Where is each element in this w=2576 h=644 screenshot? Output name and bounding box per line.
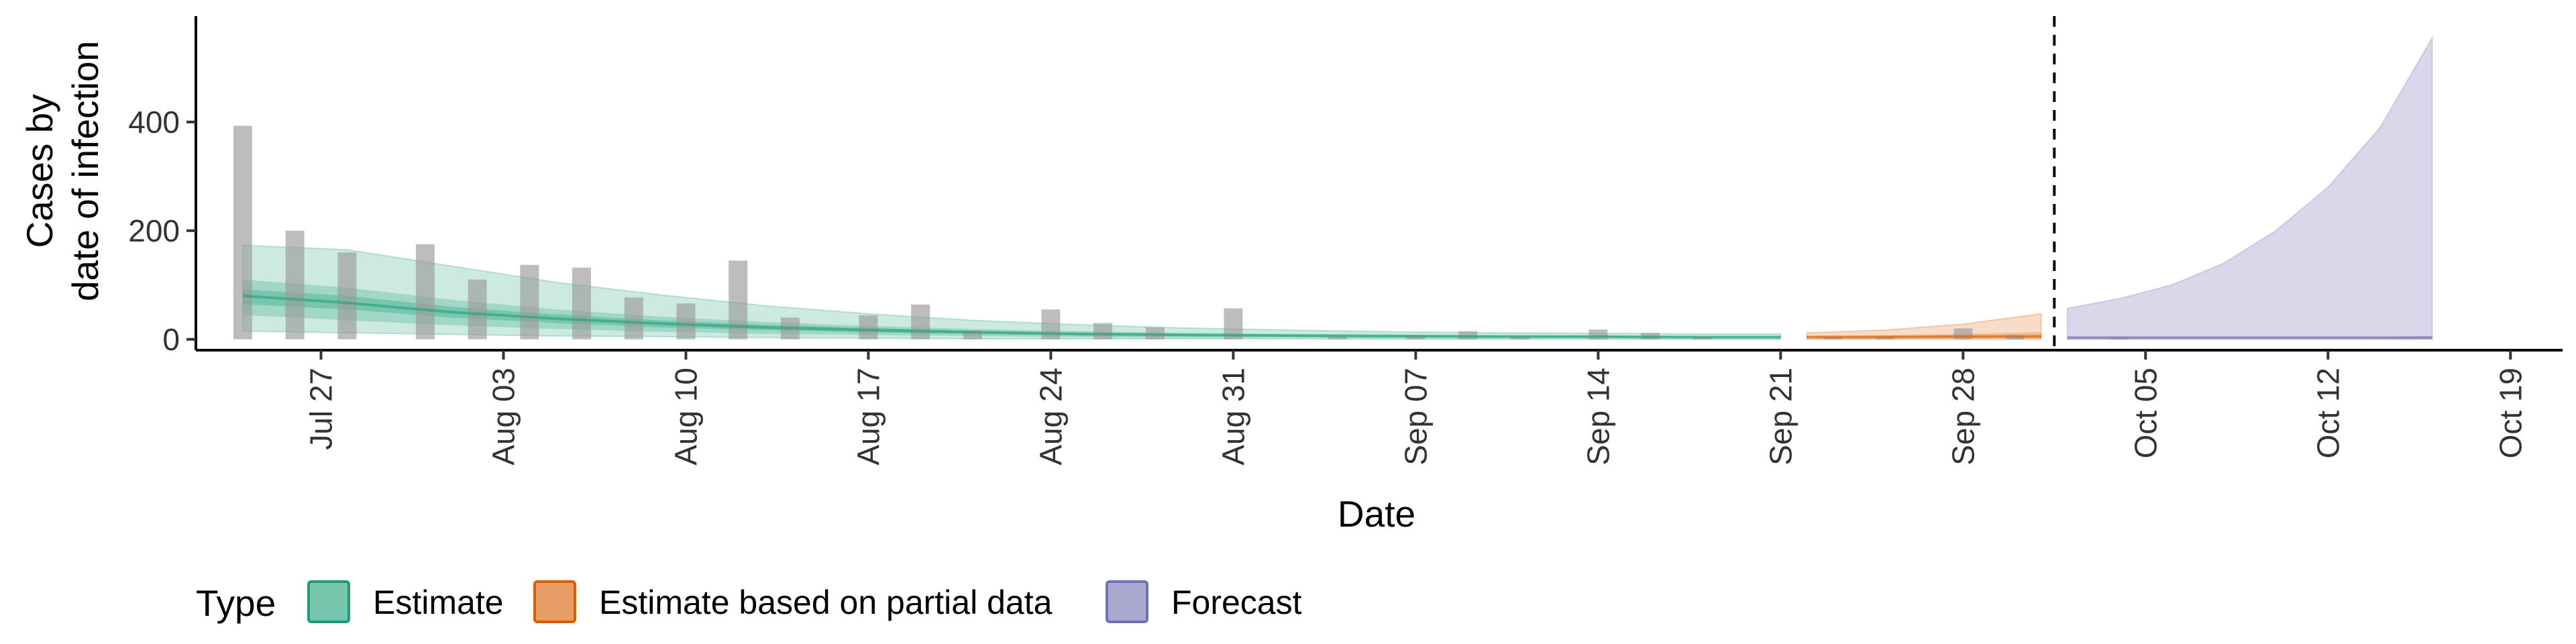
x-tick-label: Jul 27 [304,368,339,450]
case-bar [233,125,252,339]
median-lines-layer [242,294,2432,339]
case-bar [285,230,305,339]
case-bar [337,252,357,339]
case-bar [572,267,591,339]
case-bar [1328,336,1347,339]
x-tick-label: Aug 31 [1216,368,1250,466]
y-axis-title-line-2: date of infection [64,41,106,301]
ribbon-90-forecast [2066,35,2433,340]
x-tick-label: Aug 24 [1033,368,1068,466]
y-axis-title-line-1: Cases by [19,94,60,248]
x-tick-label: Sep 28 [1945,368,1980,466]
case-bar [676,303,696,339]
legend-swatch-forecast [1106,580,1148,623]
bars-layer [233,125,2129,339]
x-tick-label: Oct 05 [2128,368,2163,459]
legend-title: Type [196,582,276,624]
y-tick-label: 200 [128,213,180,248]
legend-label-forecast: Forecast [1171,584,1302,621]
legend-swatch-estimate [307,580,350,623]
case-bar [911,305,930,339]
case-bar [468,279,487,339]
case-bar [859,315,878,339]
legend-label-estimate: Estimate [373,584,504,621]
legend-label-partial: Estimate based on partial data [599,584,1053,621]
x-tick-label: Oct 19 [2493,368,2528,459]
case-bar [1093,323,1113,339]
case-bar [1510,336,1529,339]
y-tick-label: 0 [162,322,180,357]
x-tick-label: Sep 07 [1398,368,1433,466]
x-tick-label: Sep 14 [1580,368,1615,466]
case-bar [624,297,643,339]
case-bar [520,264,539,339]
x-tick-label: Aug 17 [851,368,885,466]
median-line-estimate [242,294,1781,339]
legend-swatch-partial [533,580,576,623]
axes-layer: 0 200 400 Jul 27 Aug 03 Aug 10 Aug 17 Aug 24 Aug… [128,16,2563,466]
x-tick-label: Sep 21 [1763,368,1798,466]
y-tick-label: 400 [128,105,180,140]
legend: Type Estimate Estimate based on partial … [196,580,1302,624]
case-bar [415,244,435,339]
case-bar [1145,327,1165,339]
x-tick-label: Aug 10 [668,368,703,466]
x-tick-label: Aug 03 [486,368,521,466]
x-axis-title: Date [1338,493,1415,535]
x-tick-label: Oct 12 [2310,368,2345,459]
